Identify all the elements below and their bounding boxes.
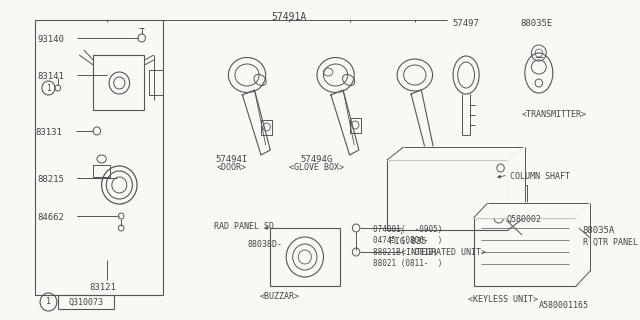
Text: A580001165: A580001165 [539, 301, 589, 310]
Text: <TRANSMITTER>: <TRANSMITTER> [522, 110, 587, 119]
Text: 88035A: 88035A [582, 226, 615, 235]
Polygon shape [508, 147, 525, 230]
Bar [270, 228, 340, 286]
Text: 83121: 83121 [89, 283, 116, 292]
Text: RAD PANEL SD: RAD PANEL SD [214, 222, 275, 231]
Text: 074001(  -0905): 074001( -0905) [373, 225, 442, 234]
Bar [261, 120, 272, 135]
Bar [35, 20, 163, 295]
Text: <DOOR>: <DOOR> [216, 163, 246, 172]
Text: <KEYLESS UNIT>: <KEYLESS UNIT> [468, 295, 538, 304]
Text: 1: 1 [46, 298, 51, 307]
Text: 84662: 84662 [37, 213, 64, 222]
Polygon shape [576, 203, 590, 286]
Bar [93, 55, 145, 110]
Text: FIG.835: FIG.835 [388, 237, 426, 246]
Text: 57491A: 57491A [271, 12, 307, 22]
Text: 57494G: 57494G [301, 155, 333, 164]
Text: 57494I: 57494I [215, 155, 247, 164]
Text: <BUZZAR>: <BUZZAR> [260, 292, 300, 301]
Bar [149, 70, 163, 95]
Text: 88035E: 88035E [520, 19, 552, 28]
Bar [474, 218, 576, 286]
Text: R QTR PANEL: R QTR PANEL [582, 238, 637, 247]
Text: 93140: 93140 [37, 35, 64, 44]
Text: 83141: 83141 [37, 72, 64, 81]
Text: 88215: 88215 [37, 175, 64, 184]
Text: 88021B( -0810): 88021B( -0810) [373, 248, 438, 257]
Text: 1: 1 [46, 84, 51, 92]
Bar [576, 233, 588, 258]
Text: <INTEGRATED UNIT>: <INTEGRATED UNIT> [401, 248, 486, 257]
Polygon shape [387, 147, 525, 160]
Text: 04745 (0806-  ): 04745 (0806- ) [373, 236, 442, 245]
Bar [93, 165, 110, 177]
Text: 57497: 57497 [452, 19, 479, 28]
Text: Q310073: Q310073 [68, 298, 103, 307]
Bar [349, 118, 361, 133]
Text: 88021 (0811-  ): 88021 (0811- ) [373, 259, 442, 268]
Bar [387, 160, 508, 230]
Bar [58, 295, 114, 309]
Text: <GLOVE BOX>: <GLOVE BOX> [289, 163, 344, 172]
Text: COLUMN SHAFT: COLUMN SHAFT [510, 172, 570, 181]
Text: Q580002: Q580002 [506, 215, 541, 224]
Text: 83131: 83131 [35, 128, 62, 137]
Text: 88038D-: 88038D- [248, 240, 283, 249]
Polygon shape [474, 203, 590, 218]
Bar [508, 185, 527, 205]
